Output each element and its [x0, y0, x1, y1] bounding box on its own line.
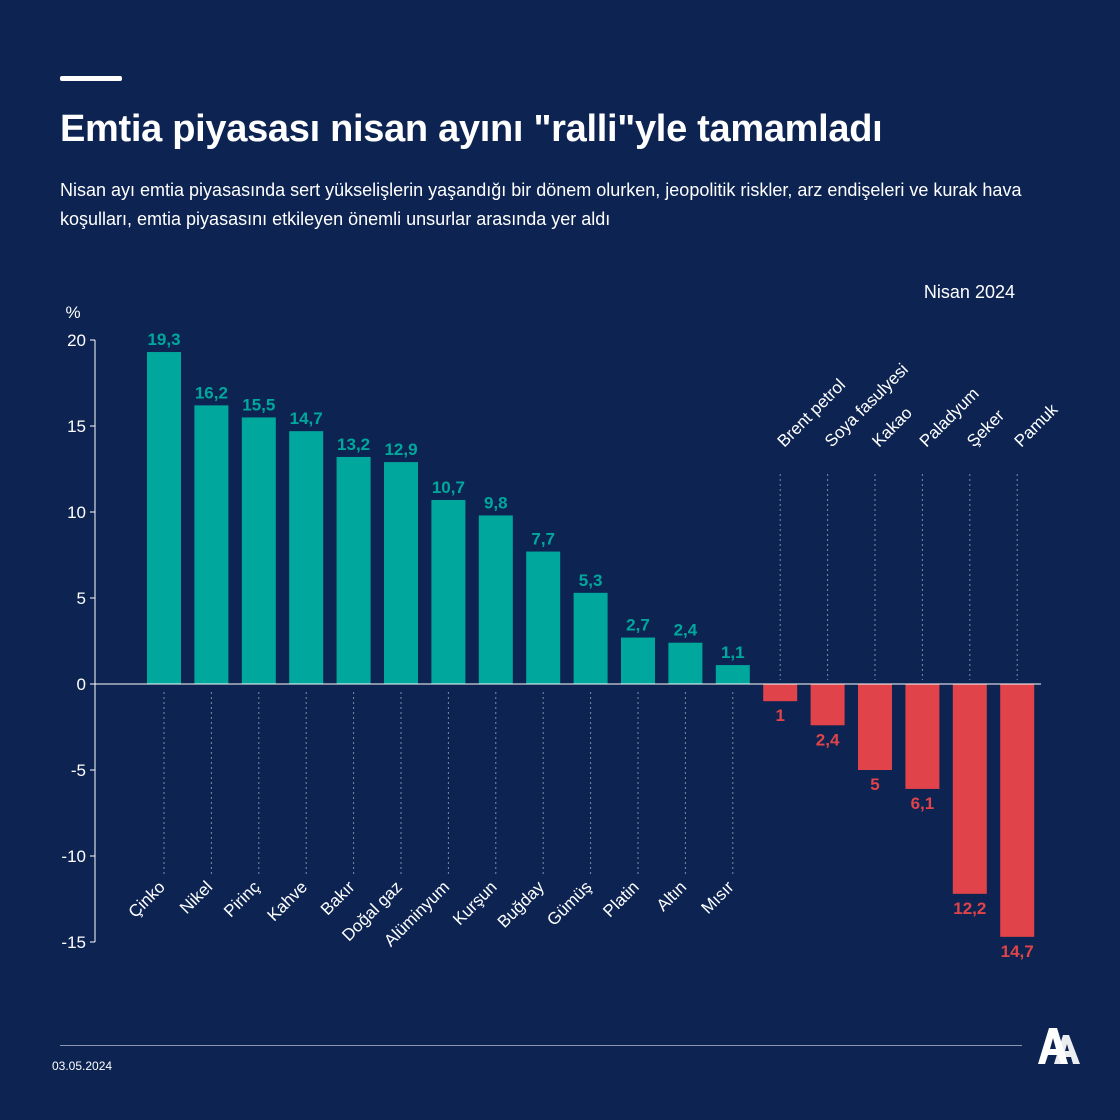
bar-cinko: [147, 352, 181, 684]
bar-soya-fasulyesi: [810, 684, 845, 726]
category-label-gumus: Gümüş: [543, 877, 595, 929]
category-label-kahve: Kahve: [264, 877, 312, 925]
category-label-soya-fasulyesi: Soya fasulyesi: [821, 360, 912, 451]
chart-subtitle: Nisan ayı emtia piyasasında sert yükseli…: [60, 180, 1022, 229]
y-tick-label: -15: [61, 933, 86, 952]
y-tick-label: 0: [77, 675, 86, 694]
value-label-paladyum: 6,1: [911, 794, 935, 813]
value-label-altin: 2,4: [674, 621, 698, 640]
value-label-cinko: 19,3: [147, 330, 180, 349]
bar-dogal-gaz: [384, 462, 418, 684]
category-label-nikel: Nikel: [176, 877, 216, 917]
bar-altin: [668, 642, 703, 684]
category-label-kakao: Kakao: [868, 403, 916, 451]
y-axis-unit-label: %: [65, 303, 80, 322]
bar-misir: [715, 665, 750, 684]
bar-gumus: [573, 592, 608, 684]
category-label-kursun: Kurşun: [449, 877, 501, 929]
category-label-platin: Platin: [599, 877, 643, 921]
y-tick-label: -10: [61, 847, 86, 866]
value-label-aluminyum: 10,7: [432, 478, 465, 497]
bar-paladyum: [905, 684, 940, 789]
value-label-bakir: 13,2: [337, 435, 370, 454]
value-label-kakao: 5: [870, 775, 879, 794]
value-label-nikel: 16,2: [195, 383, 228, 402]
value-label-seker: 12,2: [953, 899, 986, 918]
y-tick-label: 15: [67, 417, 86, 436]
bar-brent-petrol: [763, 684, 798, 702]
category-label-cinko: Çinko: [125, 877, 169, 921]
value-label-soya-fasulyesi: 2,4: [816, 730, 840, 749]
bar-pirinc: [241, 417, 276, 684]
bar-kahve: [289, 431, 324, 684]
bar-kursun: [478, 515, 513, 684]
period-label: Nisan 2024: [924, 282, 1015, 302]
value-label-dogal-gaz: 12,9: [384, 440, 417, 459]
bar-kakao: [858, 684, 892, 770]
bar-platin: [621, 637, 655, 684]
bar-seker: [952, 684, 987, 894]
y-tick-label: 20: [67, 331, 86, 350]
bar-pamuk: [1000, 684, 1035, 937]
chart-title: Emtia piyasası nisan ayını "ralli"yle ta…: [60, 108, 883, 150]
category-label-bakir: Bakır: [317, 877, 359, 919]
y-tick-label: 5: [77, 589, 86, 608]
category-label-misir: Mısır: [697, 877, 737, 917]
value-label-pirinc: 15,5: [242, 395, 275, 414]
aa-logo: [1038, 1028, 1080, 1064]
value-label-misir: 1,1: [721, 643, 745, 662]
footer-divider: [60, 1045, 1022, 1046]
value-label-kursun: 9,8: [484, 493, 508, 512]
bar-nikel: [194, 405, 229, 684]
y-tick-label: 10: [67, 503, 86, 522]
publish-date: 03.05.2024: [52, 1059, 113, 1073]
value-label-bugday: 7,7: [531, 530, 555, 549]
category-label-pamuk: Pamuk: [1011, 400, 1062, 451]
bar-bugday: [526, 551, 561, 684]
value-label-gumus: 5,3: [579, 571, 603, 590]
value-label-platin: 2,7: [626, 616, 650, 635]
category-label-pirinc: Pirinç: [220, 877, 264, 921]
title-accent-rule: [60, 76, 122, 81]
value-label-brent-petrol: 1: [775, 706, 784, 725]
category-label-bugday: Buğday: [494, 877, 549, 932]
bar-bakir: [336, 456, 371, 684]
y-tick-label: -5: [71, 761, 86, 780]
value-label-pamuk: 14,7: [1001, 942, 1034, 961]
value-label-kahve: 14,7: [290, 409, 323, 428]
bar-aluminyum: [431, 499, 466, 684]
category-label-altin: Altın: [653, 877, 690, 914]
category-label-seker: Şeker: [963, 406, 1008, 451]
